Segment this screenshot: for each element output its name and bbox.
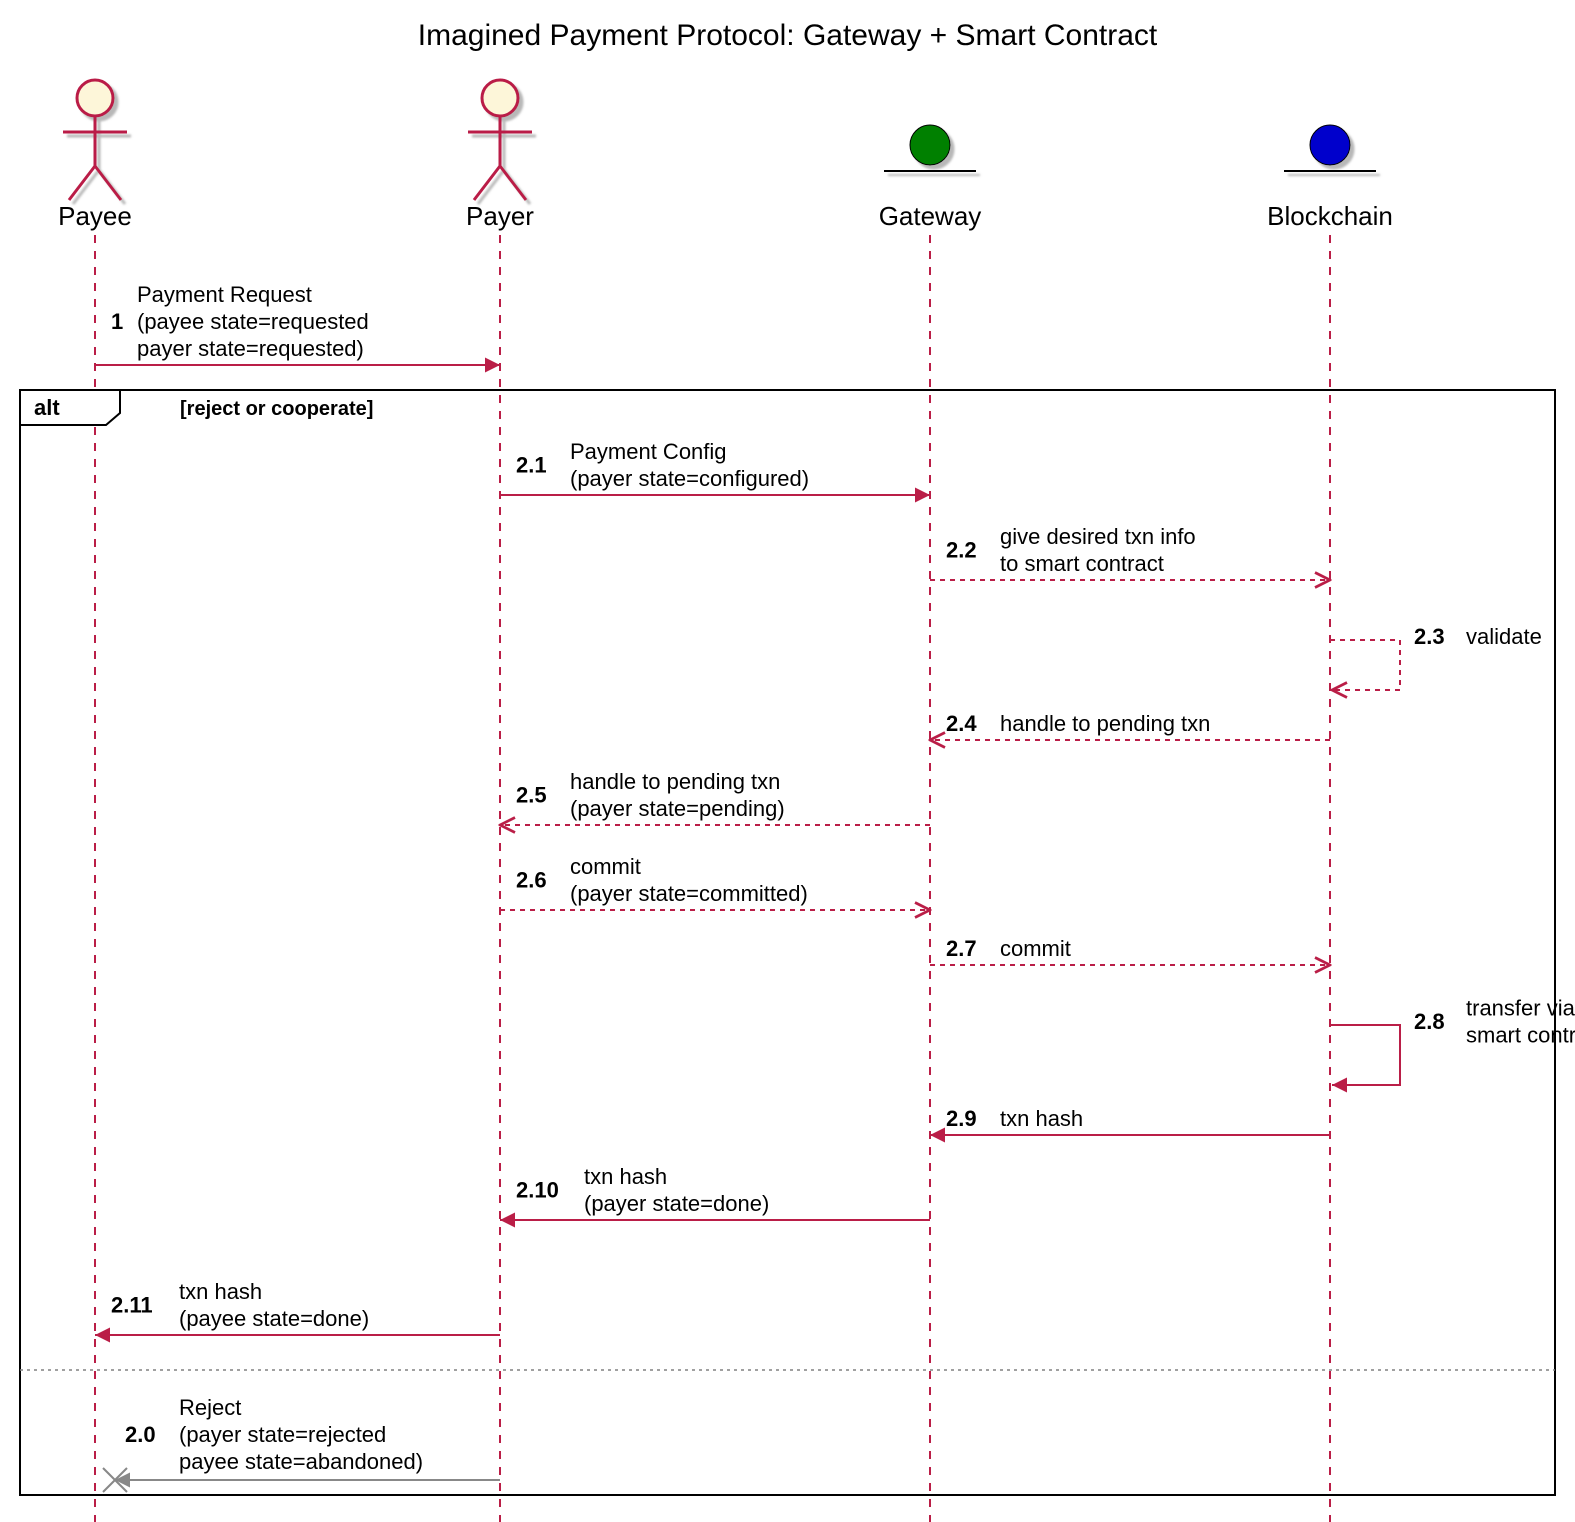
svg-text:payer state=requested): payer state=requested) [137, 336, 364, 361]
svg-text:2.10: 2.10 [516, 1178, 559, 1203]
message-2.1: 2.1 Payment Config(payer state=configured… [500, 439, 930, 495]
svg-text:smart contract: smart contract [1466, 1023, 1575, 1048]
participant-label-payer: Payer [466, 201, 534, 231]
svg-text:payee state=abandoned): payee state=abandoned) [179, 1449, 423, 1474]
svg-text:(payer state=rejected: (payer state=rejected [179, 1422, 386, 1447]
svg-text:txn hash: txn hash [584, 1164, 667, 1189]
participant-gateway: Gateway [879, 125, 982, 231]
svg-text:(payer state=pending): (payer state=pending) [570, 796, 785, 821]
svg-text:alt: alt [34, 395, 60, 420]
message-1: 1 Payment Request(payee state=requestedpa… [95, 282, 500, 365]
sequence-diagram: Imagined Payment Protocol: Gateway + Sma… [0, 0, 1575, 1522]
svg-text:2.8: 2.8 [1414, 1009, 1445, 1034]
svg-text:2.3: 2.3 [1414, 624, 1445, 649]
participant-label-blockchain: Blockchain [1267, 201, 1393, 231]
message-2.2: 2.2 give desired txn infoto smart contrac… [930, 524, 1330, 580]
svg-text:Imagined Payment Protocol: Gat: Imagined Payment Protocol: Gateway + Sma… [418, 19, 1158, 52]
svg-text:2.11: 2.11 [111, 1293, 153, 1318]
svg-text:txn hash: txn hash [179, 1279, 262, 1304]
svg-text:2.6: 2.6 [516, 868, 547, 893]
svg-text:2.2: 2.2 [946, 538, 977, 563]
svg-text:commit: commit [1000, 936, 1071, 961]
svg-text:to smart contract: to smart contract [1000, 551, 1164, 576]
message-2.10: 2.10 txn hash(payer state=done) [500, 1164, 930, 1220]
svg-text:2.5: 2.5 [516, 783, 547, 808]
svg-text:txn hash: txn hash [1000, 1106, 1083, 1131]
message-2.8: 2.8 transfer viasmart contract [1330, 996, 1575, 1086]
message-2.6: 2.6 commit(payer state=committed) [500, 854, 930, 910]
svg-text:(payer state=committed): (payer state=committed) [570, 881, 808, 906]
participant-label-gateway: Gateway [879, 201, 982, 231]
message-2.3: 2.3 validate [1330, 624, 1542, 690]
svg-text:handle to pending txn: handle to pending txn [1000, 711, 1210, 736]
svg-text:(payee state=requested: (payee state=requested [137, 309, 369, 334]
svg-text:commit: commit [570, 854, 641, 879]
svg-text:give desired txn info: give desired txn info [1000, 524, 1196, 549]
svg-text:(payee state=done): (payee state=done) [179, 1306, 369, 1331]
svg-text:2.4: 2.4 [946, 711, 977, 736]
svg-text:(payer state=configured): (payer state=configured) [570, 466, 809, 491]
svg-text:validate: validate [1466, 624, 1542, 649]
svg-text:2.7: 2.7 [946, 936, 977, 961]
participant-payee: Payee [58, 80, 132, 231]
svg-text:(payer state=done): (payer state=done) [584, 1191, 769, 1216]
svg-text:2.9: 2.9 [946, 1106, 977, 1131]
svg-text:transfer via: transfer via [1466, 996, 1575, 1021]
message-2.7: 2.7 commit [930, 936, 1330, 965]
participant-payer: Payer [466, 80, 534, 231]
svg-text:[reject or cooperate]: [reject or cooperate] [180, 398, 373, 420]
svg-text:2.0: 2.0 [125, 1422, 156, 1447]
svg-text:2.1: 2.1 [516, 453, 547, 478]
svg-text:Payment Config: Payment Config [570, 439, 727, 464]
svg-text:1: 1 [111, 309, 123, 334]
svg-text:Reject: Reject [179, 1395, 241, 1420]
svg-text:Payment Request: Payment Request [137, 282, 312, 307]
participant-blockchain: Blockchain [1267, 125, 1393, 231]
message-2.4: 2.4 handle to pending txn [930, 711, 1330, 740]
message-2.9: 2.9 txn hash [930, 1106, 1330, 1135]
message-2.0: 2.0 Reject(payer state=rejectedpayee stat… [103, 1395, 500, 1492]
svg-text:handle to pending txn: handle to pending txn [570, 769, 780, 794]
message-2.11: 2.11 txn hash(payee state=done) [95, 1279, 500, 1335]
participant-label-payee: Payee [58, 201, 132, 231]
message-2.5: 2.5 handle to pending txn(payer state=pen… [500, 769, 930, 825]
